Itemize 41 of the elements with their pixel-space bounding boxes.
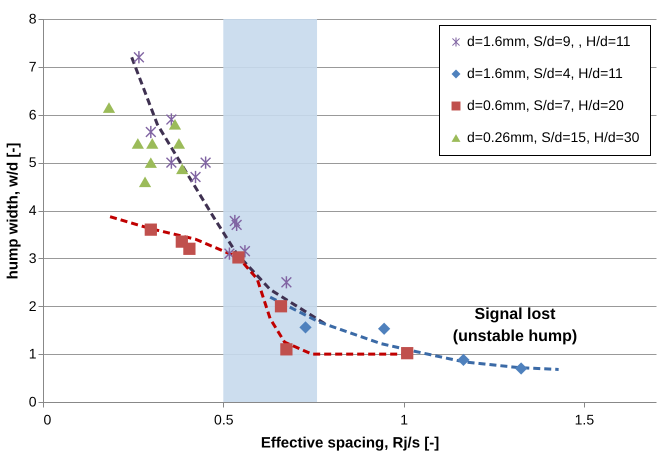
y-tick-label: 5 — [28, 154, 37, 170]
point — [145, 126, 156, 138]
point — [299, 321, 312, 334]
point — [138, 176, 152, 188]
point — [176, 164, 188, 174]
point — [183, 242, 196, 255]
point — [378, 322, 390, 335]
legend-label: d=0.6mm, S/d=7, H/d=20 — [467, 97, 624, 113]
y-tick-label: 2 — [28, 298, 37, 314]
point — [515, 362, 528, 375]
x-tick-label: 0 — [44, 412, 52, 428]
point — [134, 51, 144, 64]
legend-label: d=1.6mm, S/d=9, , H/d=11 — [467, 33, 631, 49]
point — [401, 347, 414, 360]
point — [146, 138, 158, 149]
y-tick-label: 8 — [28, 10, 37, 26]
point — [168, 119, 182, 130]
y-tick-label: 3 — [28, 250, 37, 266]
x-axis-title: Effective spacing, Rj/s [-] — [260, 434, 440, 452]
y-axis-title: hump width, w/d [-] — [4, 142, 22, 280]
y-tick-label: 0 — [28, 394, 37, 410]
y-tick-label: 4 — [28, 202, 37, 218]
point — [232, 251, 245, 264]
point — [457, 354, 470, 366]
legend-label: d=1.6mm, S/d=4, H/d=11 — [467, 65, 623, 81]
point — [144, 157, 157, 168]
point — [281, 276, 292, 288]
x-tick-label: 1 — [400, 412, 408, 428]
point — [144, 224, 157, 236]
point — [132, 138, 144, 149]
x-tick-label: 1.5 — [574, 412, 594, 428]
point — [280, 343, 293, 356]
y-tick-label: 7 — [28, 58, 37, 74]
point — [102, 102, 116, 113]
legend-label: d=0.26mm, S/d=15, H/d=30 — [467, 129, 640, 145]
point — [274, 300, 288, 312]
y-tick-label: 6 — [28, 106, 37, 122]
x-tick-label: 0.5 — [214, 412, 234, 428]
point — [172, 138, 186, 149]
annotation: Signal lost (unstable hump) — [452, 306, 578, 345]
y-tick-label: 1 — [28, 346, 37, 362]
